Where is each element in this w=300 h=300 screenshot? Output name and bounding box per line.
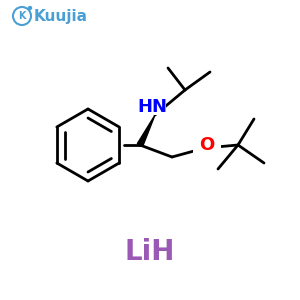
Text: HN: HN [137, 98, 167, 116]
Bar [193, 137, 221, 153]
Bar [138, 99, 166, 115]
Polygon shape [137, 115, 155, 146]
Text: K: K [18, 11, 26, 21]
Text: LiH: LiH [125, 238, 175, 266]
Circle shape [28, 7, 32, 10]
Text: O: O [200, 136, 214, 154]
Text: Kuujia: Kuujia [34, 8, 88, 23]
